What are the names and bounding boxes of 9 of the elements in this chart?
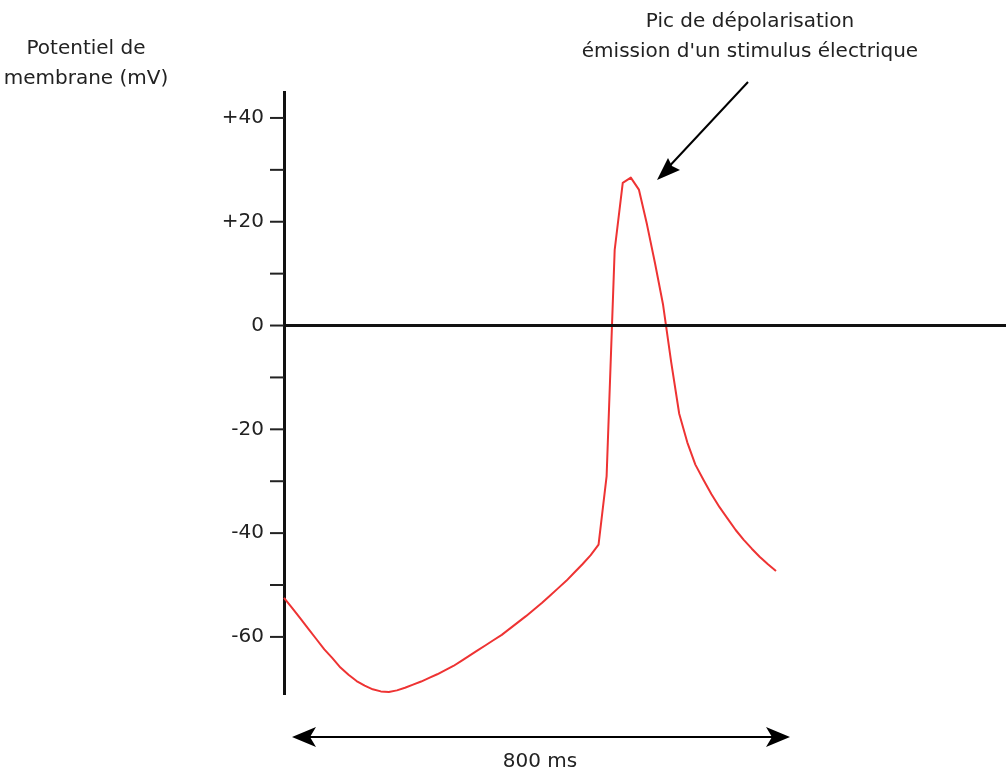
y-axis-title: Potentiel de membrane (mV) [2,34,170,91]
text: 800 ms [501,747,579,774]
y-tick-label: -40 [231,519,264,544]
text: Pic de dépolarisation émission d'un stimulus électrique [580,7,920,64]
y-tick-label: -20 [231,415,264,440]
y-tick-label: 0 [251,311,264,336]
y-tick-label: +20 [221,207,264,232]
y-tick-label: +40 [221,104,264,129]
y-tick-label: -60 [231,623,264,648]
